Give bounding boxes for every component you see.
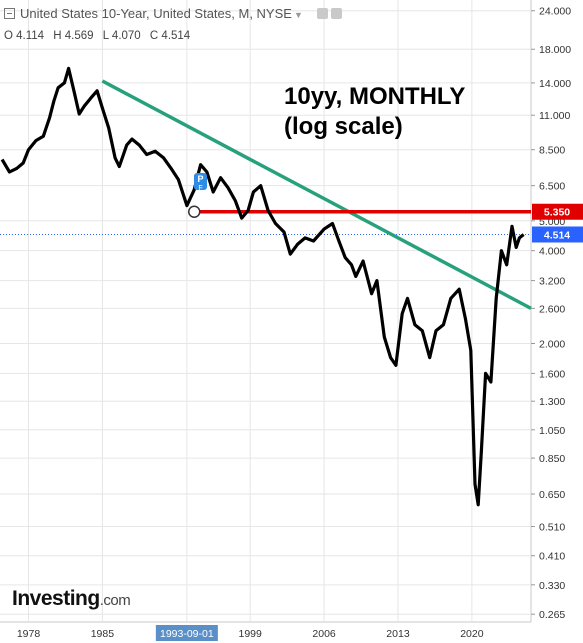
- y-tick-label: 0.510: [539, 522, 565, 534]
- y-tick-label: 2.600: [539, 303, 565, 315]
- x-tick-label: 2013: [386, 628, 410, 640]
- y-tick-label: 0.330: [539, 580, 565, 592]
- y-tick-label: 0.850: [539, 453, 565, 465]
- x-tick-highlight: [155, 625, 218, 641]
- y-tick-label: 11.000: [539, 110, 570, 122]
- marker-badge-f: F: [198, 185, 202, 192]
- y-tick-label: 0.265: [539, 609, 565, 621]
- y-tick-label: 14.000: [539, 78, 571, 90]
- x-tick-label: 1985: [91, 628, 115, 640]
- annotation-layer: [101, 79, 532, 310]
- y-tick-label: 8.500: [539, 145, 565, 157]
- price-line: [0, 66, 525, 507]
- x-tick-label: 2006: [312, 628, 336, 640]
- y-tick-label: 1.300: [539, 396, 565, 408]
- chevron-down-icon[interactable]: ▼: [293, 10, 303, 20]
- chart-title: United States 10-Year, United States, M,…: [20, 6, 292, 21]
- chart-annotation: 10yy, MONTHLY (log scale): [284, 82, 465, 142]
- trendline: [101, 79, 532, 310]
- resistance-price-label-bg: [532, 203, 583, 220]
- marker-badge-p: P: [197, 174, 203, 184]
- y-tick-label: 2.000: [539, 339, 565, 351]
- ohlc-values: O 4.114 H 4.569 L 4.070 C 4.514: [4, 30, 196, 42]
- last-price-label: 4.514: [544, 229, 570, 241]
- marker-badge[interactable]: P F: [194, 173, 207, 192]
- close-value: C 4.514: [149, 30, 191, 42]
- collapse-icon[interactable]: [4, 8, 15, 19]
- annotation-line-1: 10yy, MONTHLY: [284, 83, 466, 110]
- high-value: H 4.569: [53, 30, 94, 42]
- x-tick-label: 1978: [17, 628, 41, 640]
- y-tick-label: 0.650: [539, 489, 565, 501]
- marker-badge-bg: [194, 173, 207, 190]
- gear-icon[interactable]: [330, 8, 342, 19]
- y-tick-label: 0.410: [539, 551, 565, 563]
- y-tick-label: 4.000: [539, 246, 565, 258]
- y-tick-label: 18.000: [539, 44, 571, 56]
- y-tick-label: 1.050: [539, 425, 565, 437]
- low-value: L 4.070: [102, 30, 141, 42]
- grid-layer: [0, 0, 532, 623]
- annotation-line-2: (log scale): [284, 113, 403, 140]
- y-tick-label: 24.000: [539, 6, 571, 18]
- brand-name: Investing: [12, 587, 100, 610]
- last-price-label-bg: [532, 226, 583, 243]
- chart-legend: United States 10-Year, United States, M,…: [4, 6, 342, 21]
- brand-logo: Investing.com: [12, 587, 131, 611]
- y-tick-label: 6.500: [539, 181, 565, 193]
- y-tick-label: 1.600: [539, 368, 565, 380]
- resistance-price-label: 5.350: [544, 207, 570, 219]
- brand-suffix: .com: [99, 592, 131, 609]
- x-tick-label: 1993-09-01: [160, 628, 214, 640]
- eye-icon[interactable]: [316, 8, 328, 19]
- open-value: O 4.114: [4, 30, 45, 42]
- y-tick-label: 3.200: [539, 276, 565, 288]
- x-tick-label: 1999: [239, 628, 263, 640]
- axis-layer: 24.00018.00014.00011.0008.5006.5005.0004…: [17, 6, 583, 641]
- x-tick-label: 2020: [460, 628, 484, 640]
- anchor-point: [187, 205, 201, 218]
